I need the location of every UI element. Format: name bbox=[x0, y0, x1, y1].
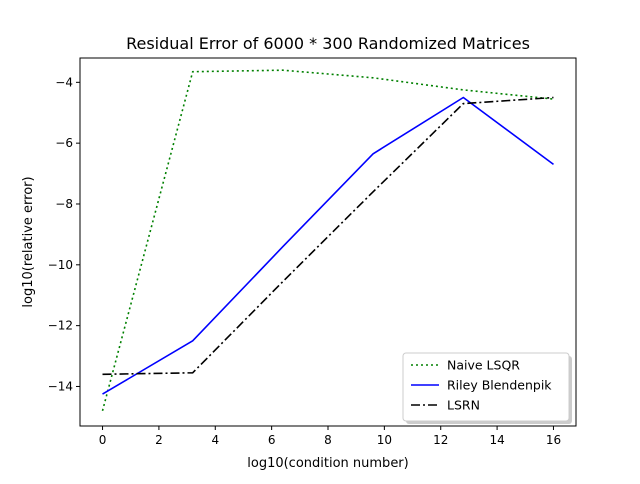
x-axis-label: log10(condition number) bbox=[247, 456, 408, 471]
legend-label-1: Riley Blendenpik bbox=[447, 378, 552, 393]
y-tick-label: −10 bbox=[48, 258, 73, 272]
chart-title: Residual Error of 6000 * 300 Randomized … bbox=[126, 34, 530, 53]
series-line-2 bbox=[102, 96, 554, 376]
y-tick-label: −12 bbox=[48, 319, 73, 333]
y-tick-label: −6 bbox=[55, 136, 73, 150]
y-axis-label: log10(relative error) bbox=[21, 176, 36, 307]
series-line-0 bbox=[101, 69, 554, 412]
x-tick-label: 8 bbox=[324, 433, 332, 447]
legend-label-0: Naive LSQR bbox=[447, 358, 520, 373]
x-tick-label: 2 bbox=[155, 433, 163, 447]
x-tick-label: 16 bbox=[546, 433, 561, 447]
series-line-1 bbox=[102, 96, 554, 395]
plot-area: 0 2 4 6 8 10 12 14 16 −14 −12 −10 −8 −6 −4 bbox=[48, 57, 577, 447]
legend-box bbox=[402, 352, 570, 422]
x-tick-label: 10 bbox=[377, 433, 392, 447]
y-tick-label: −4 bbox=[55, 75, 73, 89]
x-tick-label: 14 bbox=[489, 433, 504, 447]
legend-label-2: LSRN bbox=[447, 398, 480, 413]
x-tick-label: 0 bbox=[99, 433, 107, 447]
x-tick-label: 12 bbox=[433, 433, 448, 447]
y-tick-label: −8 bbox=[55, 197, 73, 211]
x-tick-label: 4 bbox=[211, 433, 219, 447]
y-tick-label: −14 bbox=[48, 379, 73, 393]
x-tick-label: 6 bbox=[268, 433, 276, 447]
legend: Naive LSQR Riley Blendenpik LSRN bbox=[402, 352, 572, 424]
